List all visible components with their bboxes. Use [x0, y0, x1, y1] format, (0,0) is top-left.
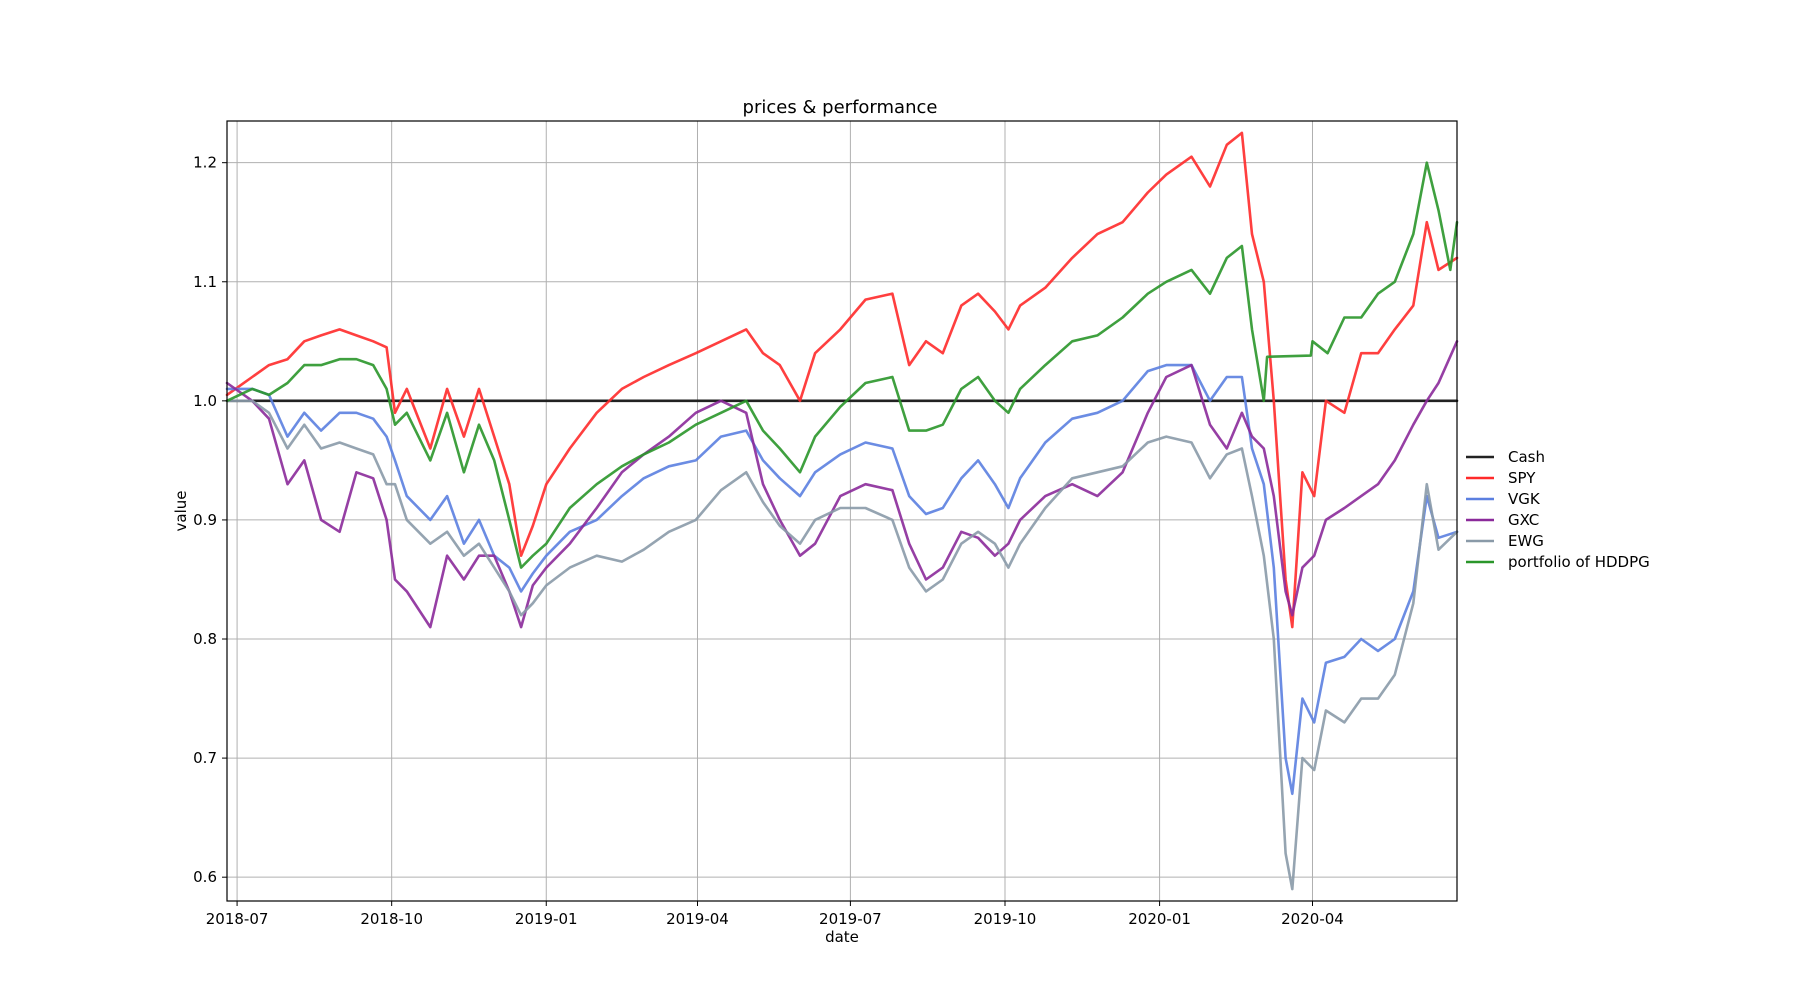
series-line-ewg — [225, 399, 1459, 891]
x-axis: 2018-07 2018-10 2019-01 2019-04 2019-07 2019-… — [206, 901, 1344, 928]
x-tick-label: 2019-04 — [666, 910, 729, 928]
x-tick-label: 2018-10 — [360, 910, 423, 928]
y-tick-label: 1.1 — [193, 273, 217, 291]
series-line-portfolio-of-hddpg — [225, 161, 1459, 569]
plot-frame — [226, 120, 1458, 902]
x-tick-label: 2020-01 — [1128, 910, 1191, 928]
y-tick-label: 1.2 — [193, 154, 217, 172]
y-tick-label: 0.8 — [193, 630, 217, 648]
chart-title: prices & performance — [743, 97, 938, 118]
series-line-vgk — [225, 363, 1459, 796]
legend-label: EWG — [1508, 532, 1544, 550]
y-tick-label: 0.9 — [193, 511, 217, 529]
legend-label: GXC — [1508, 511, 1539, 529]
x-tick-label: 2019-10 — [974, 910, 1037, 928]
legend-label: portfolio of HDDPG — [1508, 553, 1650, 571]
y-axis-label: value — [172, 491, 190, 532]
x-tick-label: 2018-07 — [206, 910, 269, 928]
x-axis-label: date — [825, 928, 859, 946]
legend-label: VGK — [1508, 490, 1541, 508]
grid-layer — [227, 121, 1457, 901]
x-tick-label: 2019-07 — [819, 910, 882, 928]
y-tick-label: 0.6 — [193, 868, 217, 886]
x-tick-label: 2019-01 — [515, 910, 578, 928]
legend-label: SPY — [1508, 469, 1536, 487]
legend: Cash SPY VGK GXC EWG portfolio of HDDPG — [1466, 448, 1650, 571]
y-tick-label: 1.0 — [193, 392, 217, 410]
series-layer — [225, 131, 1459, 891]
y-axis: 0.6 0.7 0.8 0.9 1.0 1.1 1.2 — [193, 154, 227, 886]
series-line-gxc — [225, 340, 1459, 629]
y-tick-label: 0.7 — [193, 749, 217, 767]
legend-label: Cash — [1508, 448, 1545, 466]
x-tick-label: 2020-04 — [1281, 910, 1344, 928]
